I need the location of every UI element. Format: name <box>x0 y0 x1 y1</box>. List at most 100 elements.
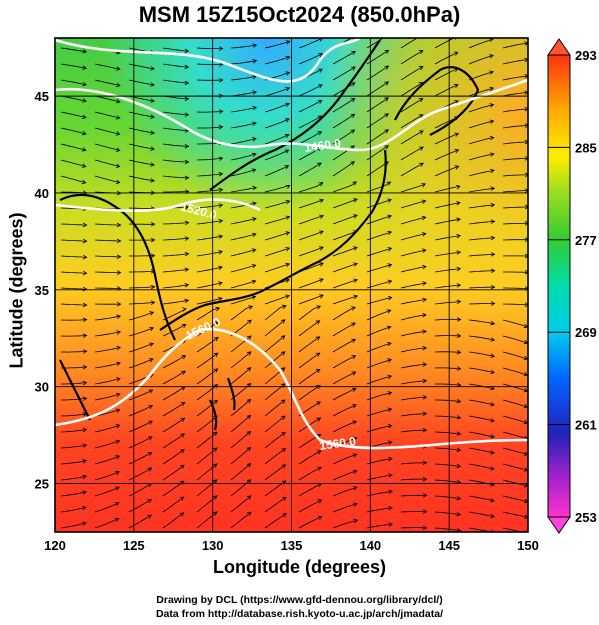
streamline <box>264 305 287 321</box>
streamline-arrowhead <box>490 168 495 174</box>
streamline <box>230 44 257 49</box>
streamline <box>468 367 495 373</box>
streamline <box>94 455 120 465</box>
streamline <box>400 249 426 257</box>
streamline <box>264 464 286 481</box>
streamline-arrowhead <box>387 423 393 429</box>
streamline <box>230 202 257 209</box>
streamline <box>264 103 290 113</box>
streamline <box>298 100 322 113</box>
streamline <box>502 174 528 177</box>
streamline-arrowhead <box>218 77 224 83</box>
streamline-arrowhead <box>82 521 87 526</box>
streamline <box>502 319 528 328</box>
streamline-arrowhead <box>148 420 153 425</box>
streamline <box>400 462 427 465</box>
streamline-arrowhead <box>81 147 87 152</box>
streamline <box>128 436 153 449</box>
streamline <box>162 464 185 481</box>
streamline <box>196 63 223 65</box>
streamline-arrowhead <box>285 215 291 220</box>
streamline <box>60 255 87 258</box>
streamline-arrowhead <box>490 513 496 519</box>
streamline-arrowhead <box>148 436 153 441</box>
streamline <box>60 491 87 497</box>
streamline <box>298 199 324 209</box>
streamline <box>468 253 495 257</box>
streamline-arrowhead <box>490 529 495 532</box>
streamline <box>434 463 461 467</box>
streamline-arrowhead <box>285 40 291 45</box>
colorbar-label-277: 277 <box>575 233 597 248</box>
streamline-arrowhead <box>490 252 496 257</box>
streamline-arrowhead <box>384 129 390 134</box>
streamline <box>400 494 427 497</box>
streamline <box>298 147 322 161</box>
streamline-arrowhead <box>422 395 428 400</box>
streamline-arrowhead <box>218 234 224 239</box>
streamline-arrowhead <box>82 65 88 70</box>
streamline <box>94 79 121 86</box>
streamline-arrowhead <box>384 97 390 102</box>
streamline-arrowhead <box>387 295 393 301</box>
streamline-arrowhead <box>353 246 358 251</box>
streamline-arrowhead <box>150 178 155 183</box>
streamline <box>162 175 189 179</box>
streamline <box>196 266 223 273</box>
streamline-arrowhead <box>116 377 121 382</box>
streamline-arrowhead <box>218 156 224 161</box>
streamline <box>298 246 324 257</box>
streamline-arrowhead <box>524 123 528 128</box>
streamline <box>230 335 252 353</box>
streamline-arrowhead <box>248 305 254 310</box>
streamline-arrowhead <box>180 402 186 407</box>
streamline-arrowhead <box>116 254 122 260</box>
streamline <box>332 113 355 129</box>
streamline-arrowhead <box>315 320 321 325</box>
streamline <box>502 431 528 440</box>
streamline-arrowhead <box>82 317 88 323</box>
streamline-arrowhead <box>215 306 221 312</box>
streamline <box>434 351 461 353</box>
streamline-arrowhead <box>115 486 120 491</box>
streamline <box>196 297 222 305</box>
streamline <box>434 479 461 483</box>
streamline <box>366 326 391 337</box>
streamline <box>366 474 393 481</box>
streamline-arrowhead <box>82 81 87 87</box>
streamline <box>366 280 392 289</box>
streamline <box>400 50 423 65</box>
streamline-arrowhead <box>285 262 291 268</box>
streamline <box>400 233 426 241</box>
streamline-arrowhead <box>212 511 218 516</box>
streamline-arrowhead <box>490 497 495 503</box>
streamline <box>298 131 322 145</box>
streamline <box>61 350 87 353</box>
colorbar-label-253: 253 <box>575 510 597 525</box>
streamline <box>298 320 320 337</box>
streamline <box>400 429 427 433</box>
height-contours <box>55 38 528 450</box>
streamline <box>230 169 256 177</box>
streamline <box>502 351 528 360</box>
streamline <box>366 264 392 273</box>
streamline <box>298 466 322 481</box>
streamline <box>502 511 528 518</box>
streamline <box>264 448 286 465</box>
streamline-arrowhead <box>285 199 291 205</box>
streamline-arrowhead <box>115 98 121 104</box>
streamline <box>434 415 461 419</box>
streamline <box>128 207 155 209</box>
streamline-arrowhead <box>115 131 121 136</box>
streamline <box>434 367 461 370</box>
streamline <box>332 214 358 225</box>
streamline-arrowhead <box>351 338 357 343</box>
streamline-arrowhead <box>252 90 258 95</box>
streamline <box>162 111 189 116</box>
streamline <box>230 187 257 193</box>
streamline-arrowhead <box>386 181 392 186</box>
streamline-arrowhead <box>150 253 156 259</box>
streamline-arrowhead <box>524 41 528 46</box>
chart-title: MSM 15Z15Oct2024 (850.0hPa) <box>138 2 461 27</box>
streamline-arrowhead <box>179 512 185 517</box>
